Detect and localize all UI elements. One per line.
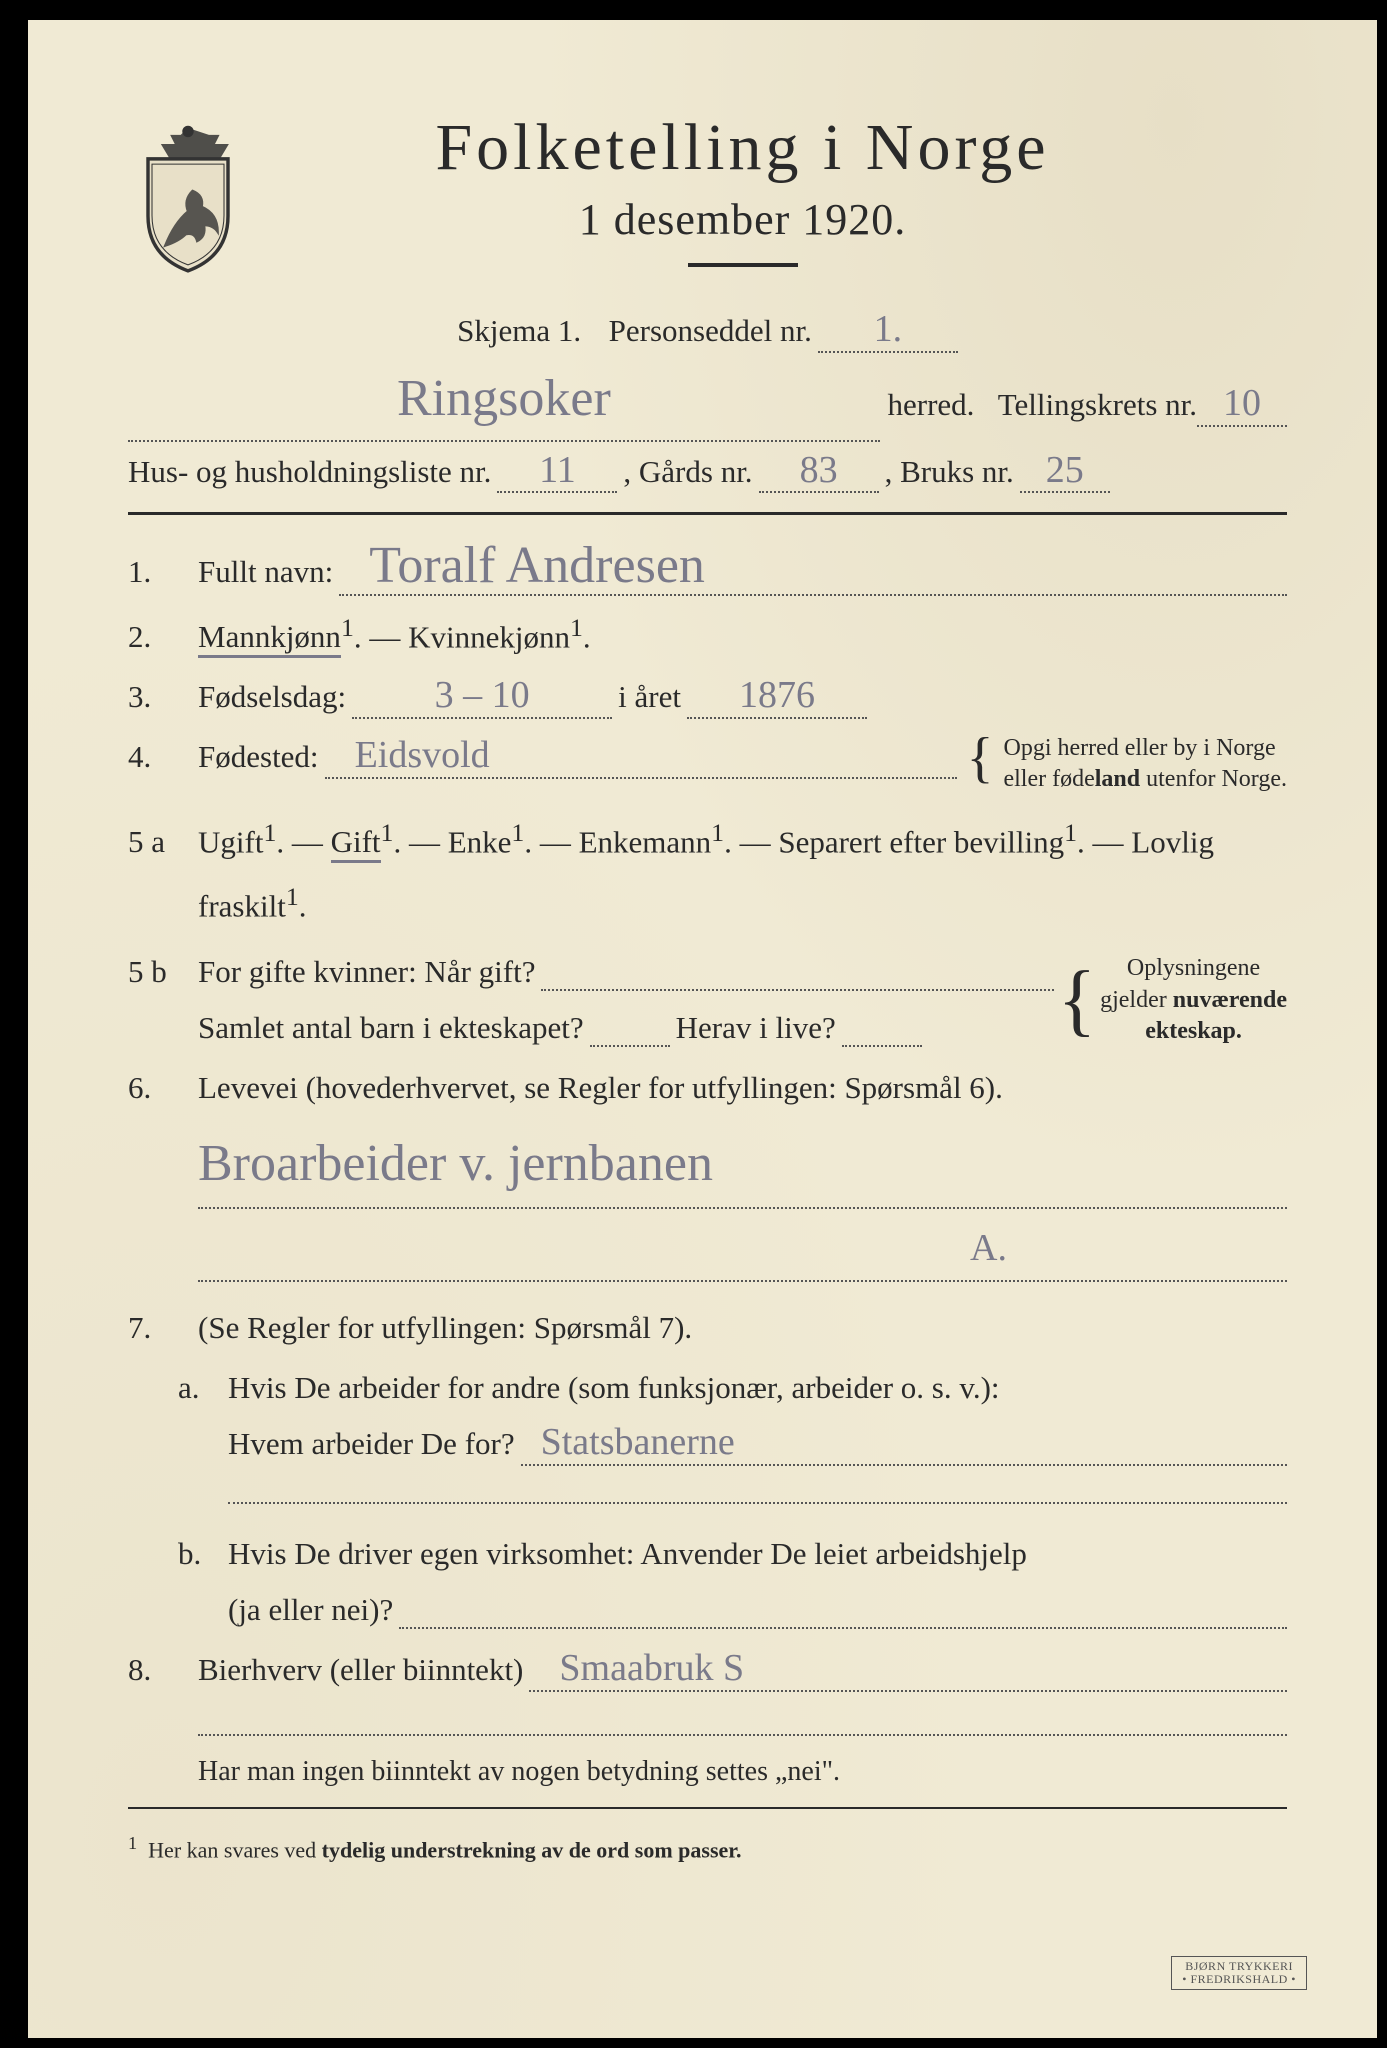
- q3-year: 1876: [687, 675, 867, 719]
- husliste-label: Hus- og husholdningsliste nr.: [128, 448, 491, 496]
- q7-num: 7.: [128, 1304, 198, 1352]
- q8: 8. Bierhverv (eller biinntekt) Smaabruk …: [128, 1646, 1287, 1694]
- gards-label: , Gårds nr.: [623, 448, 752, 496]
- husliste-nr: 11: [497, 450, 617, 494]
- q7b-num: b.: [178, 1530, 228, 1578]
- personseddel-label: Personseddel nr.: [609, 307, 812, 355]
- q6-answer-1: Broarbeider v. jernbanen: [198, 1124, 1287, 1209]
- q3-num: 3.: [128, 673, 198, 721]
- q5a-gift: Gift: [331, 824, 381, 863]
- form-body: Skjema 1. Personseddel nr. 1. Ringsoker …: [128, 307, 1287, 1868]
- q8-blank: [198, 1706, 1287, 1736]
- personseddel-nr: 1.: [818, 309, 958, 353]
- q4-num: 4.: [128, 733, 198, 781]
- q5a-enke: Enke: [448, 824, 512, 859]
- bruks-label: , Bruks nr.: [885, 448, 1014, 496]
- q5b-l2b: Herav i live?: [676, 1004, 836, 1052]
- q7-label: (Se Regler for utfyllingen: Spørsmål 7).: [198, 1304, 1287, 1352]
- q2-mannkjonn: Mannkjønn: [198, 619, 341, 658]
- scan-edge: Folketelling i Norge 1 desember 1920. Sk…: [0, 0, 1387, 2048]
- q5b-note: Oplysningene gjelder nuværende ekteskap.: [1100, 953, 1287, 1047]
- q3: 3. Fødselsdag: 3 – 10 i året 1876: [128, 673, 1287, 721]
- skjema-label: Skjema 1.: [457, 307, 581, 355]
- q7b: b. Hvis De driver egen virksomhet: Anven…: [178, 1530, 1287, 1634]
- title-divider: [688, 263, 798, 267]
- q5a-ugift: Ugift: [198, 824, 263, 859]
- q5b-barn: [590, 1011, 670, 1047]
- footnote: 1 Her kan svares ved tydelig understrekn…: [128, 1829, 1287, 1867]
- q3-day: 3 – 10: [352, 675, 612, 719]
- q6-answer-2: A.: [198, 1219, 1287, 1282]
- brace-icon: {: [1058, 964, 1096, 1036]
- q2: 2. Mannkjønn1. — Kvinnekjønn1.: [128, 608, 1287, 661]
- q2-kvinnekjonn: Kvinnekjønn: [408, 619, 570, 654]
- q7a-blank: [228, 1474, 1287, 1504]
- q5b-ilive: [842, 1011, 922, 1047]
- q7b-l2: (ja eller nei)?: [228, 1586, 393, 1634]
- q5a-enkemann: Enkemann: [579, 824, 712, 859]
- q4-value: Eidsvold: [325, 735, 957, 779]
- q7b-value: [399, 1593, 1287, 1629]
- page-title: Folketelling i Norge: [278, 110, 1207, 186]
- printer-mark: BJØRN TRYKKERI • FREDRIKSHALD •: [1171, 1956, 1307, 1990]
- q1-label: Fullt navn:: [198, 548, 333, 596]
- page-subtitle: 1 desember 1920.: [278, 194, 1207, 245]
- divider-1: [128, 512, 1287, 515]
- divider-2: [128, 1807, 1287, 1809]
- q5b: 5 b For gifte kvinner: Når gift? Samlet …: [128, 948, 1287, 1052]
- q5b-num: 5 b: [128, 948, 198, 996]
- bruks-nr: 25: [1020, 450, 1110, 494]
- meta-line-2: Ringsoker herred. Tellingskrets nr. 10: [128, 359, 1287, 442]
- q2-num: 2.: [128, 613, 198, 661]
- title-block: Folketelling i Norge 1 desember 1920.: [278, 110, 1287, 289]
- q8-label: Bierhverv (eller biinntekt): [198, 1646, 523, 1694]
- header: Folketelling i Norge 1 desember 1920.: [128, 110, 1287, 289]
- census-form-page: Folketelling i Norge 1 desember 1920. Sk…: [28, 20, 1377, 2038]
- gards-nr: 83: [759, 450, 879, 494]
- meta-line-3: Hus- og husholdningsliste nr. 11 , Gårds…: [128, 448, 1287, 496]
- q5a: 5 a Ugift1. — Gift1. — Enke1. — Enkemann…: [128, 808, 1287, 936]
- q3-label: Fødselsdag:: [198, 673, 346, 721]
- q4: 4. Fødested: Eidsvold { Opgi herred elle…: [128, 733, 1287, 795]
- q7: 7. (Se Regler for utfyllingen: Spørsmål …: [128, 1304, 1287, 1352]
- meta-line-1: Skjema 1. Personseddel nr. 1.: [128, 307, 1287, 355]
- q5b-gift-aar: [541, 955, 1053, 991]
- brace-icon: {: [967, 733, 994, 783]
- q7a-l2: Hvem arbeider De for?: [228, 1420, 515, 1468]
- q7a-num: a.: [178, 1364, 228, 1412]
- q4-note: Opgi herred eller by i Norge eller fødel…: [1003, 733, 1287, 795]
- q5b-note-wrap: { Oplysningene gjelder nuværende ekteska…: [1054, 953, 1287, 1047]
- q6: 6. Levevei (hovederhvervet, se Regler fo…: [128, 1064, 1287, 1112]
- q8-note: Har man ingen biinntekt av nogen betydni…: [198, 1750, 1287, 1793]
- q5b-l1: For gifte kvinner: Når gift?: [198, 948, 535, 996]
- q5a-separert: Separert efter bevilling: [778, 824, 1064, 859]
- q4-label: Fødested:: [198, 733, 319, 781]
- coat-of-arms-icon: [128, 120, 248, 280]
- q1: 1. Fullt navn: Toralf Andresen: [128, 537, 1287, 596]
- herred-label: herred.: [888, 381, 975, 429]
- herred-value: Ringsoker: [128, 359, 880, 442]
- q6-label: Levevei (hovederhvervet, se Regler for u…: [198, 1064, 1287, 1112]
- q6-num: 6.: [128, 1064, 198, 1112]
- q1-num: 1.: [128, 548, 198, 596]
- q5a-num: 5 a: [128, 818, 198, 866]
- tellingskrets-nr: 10: [1197, 383, 1287, 427]
- q7a-value: Statsbanerne: [521, 1422, 1287, 1466]
- q3-year-label: i året: [618, 673, 681, 721]
- q7a: a. Hvis De arbeider for andre (som funks…: [178, 1364, 1287, 1518]
- q8-value: Smaabruk S: [529, 1648, 1287, 1692]
- q1-value: Toralf Andresen: [339, 537, 1287, 596]
- q7b-l1: Hvis De driver egen virksomhet: Anvender…: [228, 1530, 1287, 1578]
- q7a-l1: Hvis De arbeider for andre (som funksjon…: [228, 1364, 1287, 1412]
- q8-num: 8.: [128, 1646, 198, 1694]
- tellingskrets-label: Tellingskrets nr.: [998, 381, 1197, 429]
- q5b-l2a: Samlet antal barn i ekteskapet?: [198, 1004, 584, 1052]
